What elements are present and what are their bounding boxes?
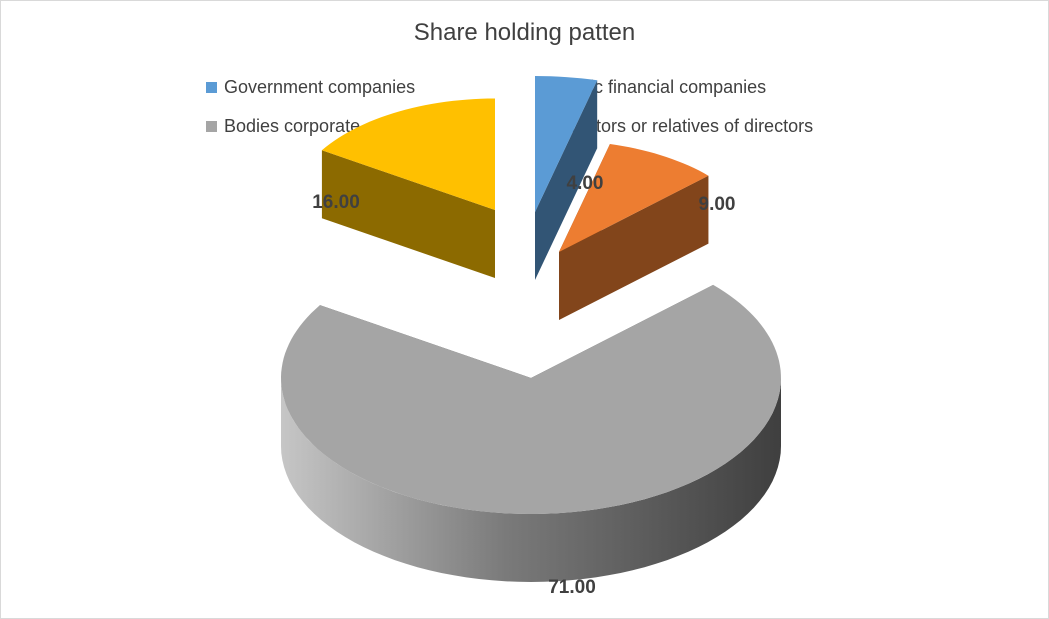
pie-slice-public-financial-companies <box>559 143 709 320</box>
chart-title: Share holding patten <box>413 19 636 46</box>
legend-item-bodies-corporate: Bodies corporate <box>206 116 360 137</box>
data-label-bodies-corporate: 71.00 <box>548 577 596 598</box>
slice-top <box>281 284 781 514</box>
pie-slices <box>281 76 781 582</box>
slice-rim <box>281 378 781 582</box>
pie-slice-government-companies <box>535 76 598 280</box>
legend-label: Bodies corporate <box>224 116 361 136</box>
slice-top <box>535 76 598 212</box>
slice-top <box>321 98 495 210</box>
data-label-public-financial-companies: 9.00 <box>699 194 736 215</box>
pie-slice-directors-or-relatives-of-directors <box>321 98 495 278</box>
data-labels: 4.00 9.00 71.00 16.00 <box>312 173 735 598</box>
slice-top <box>559 144 709 252</box>
legend-item-government-companies: Government companies <box>206 77 415 98</box>
data-label-government-companies: 4.00 <box>567 173 604 194</box>
slice-wall <box>559 175 709 320</box>
legend-swatch <box>206 121 217 132</box>
slice-wall <box>321 150 495 278</box>
slice-wall <box>535 80 598 280</box>
legend-label: Public financial companies <box>554 77 767 97</box>
pie-slice-bodies-corporate <box>281 284 781 582</box>
data-label-directors-or-relatives-of-directors: 16.00 <box>312 192 360 213</box>
legend-label: Directors or relatives of directors <box>554 116 814 136</box>
legend-swatch <box>206 82 217 93</box>
legend-label: Government companies <box>224 77 416 97</box>
